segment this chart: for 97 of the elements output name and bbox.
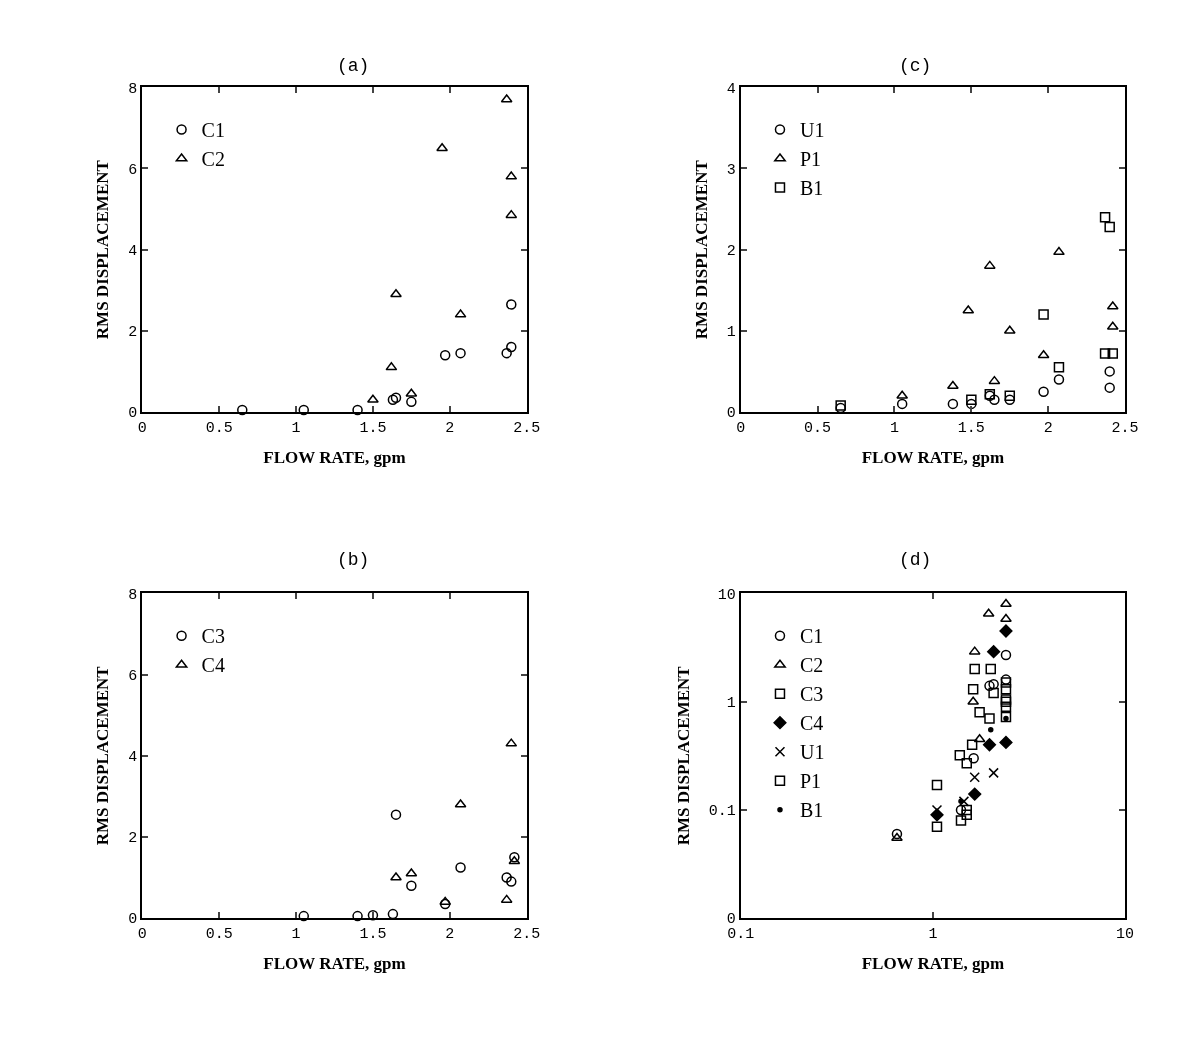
x-axis-title: FLOW RATE, gpm — [263, 954, 406, 974]
legend-label: C3 — [799, 683, 824, 706]
legend-label: C1 — [201, 119, 225, 142]
point — [455, 347, 466, 359]
point — [390, 872, 402, 881]
legend-label: B1 — [799, 177, 824, 200]
point — [988, 375, 1001, 385]
x-tick-label: 0.5 — [205, 926, 233, 944]
x-axis-title: FLOW RATE, gpm — [263, 447, 406, 467]
y-tick-label: 2 — [128, 324, 138, 342]
x-tick-label: 2.5 — [1111, 420, 1139, 437]
point — [1099, 211, 1111, 223]
point — [1107, 348, 1119, 359]
y-tick-label: 4 — [128, 749, 138, 767]
point — [1104, 382, 1115, 393]
y-tick-label: 8 — [128, 80, 138, 98]
legend-label: C2 — [799, 654, 824, 677]
point — [1038, 309, 1049, 320]
x-tick-label: 2.5 — [513, 926, 541, 944]
y-tick-label: 4 — [128, 242, 138, 260]
y-tick-label: 0 — [128, 911, 138, 929]
point — [439, 349, 451, 361]
chart-title: (d) — [899, 550, 932, 570]
x-tick-label: 10 — [1116, 926, 1135, 944]
legend-label: C3 — [201, 625, 225, 648]
x-tick-label: 2 — [445, 420, 455, 437]
point — [1004, 390, 1016, 402]
point — [1053, 362, 1065, 373]
y-axis-title: RMS DISPLACEMENT — [673, 665, 693, 846]
y-tick-label: 0 — [726, 405, 736, 423]
y-tick-label: 1 — [726, 694, 736, 712]
point — [506, 299, 517, 310]
legend-label: C4 — [799, 712, 824, 735]
x-tick-label: 1.5 — [359, 420, 387, 437]
y-axis-title: RMS DISPLACEMENT — [93, 159, 113, 340]
point — [501, 872, 512, 883]
x-tick-label: 0.5 — [205, 420, 233, 437]
y-axis-title: RMS DISPLACEMENT — [691, 159, 711, 340]
point — [896, 398, 908, 410]
y-tick-label: 2 — [726, 242, 736, 260]
legend-label: B1 — [799, 799, 824, 822]
point — [506, 876, 517, 887]
legend-label: P1 — [799, 770, 822, 793]
x-tick-label: 2 — [1043, 420, 1053, 437]
y-tick-label: 2 — [128, 830, 138, 848]
point — [506, 341, 517, 353]
y-tick-label: 6 — [128, 667, 138, 685]
y-tick-label: 6 — [128, 161, 138, 179]
x-tick-label: 1 — [928, 926, 938, 944]
point — [406, 880, 417, 891]
y-tick-label: 8 — [128, 586, 138, 604]
point — [946, 380, 959, 390]
point — [509, 852, 520, 863]
point — [1038, 386, 1049, 397]
point — [1104, 366, 1115, 377]
legend-label: U1 — [799, 119, 825, 142]
point — [989, 394, 1000, 406]
point — [1053, 246, 1065, 256]
x-tick-label: 1 — [291, 926, 301, 944]
y-tick-label: 0 — [726, 911, 736, 929]
point — [501, 347, 512, 359]
y-tick-label: 0.1 — [708, 803, 736, 821]
point — [947, 398, 959, 410]
y-tick-label: 1 — [726, 324, 736, 342]
y-tick-label: 10 — [717, 586, 736, 604]
point — [966, 394, 977, 406]
legend-label: C4 — [201, 654, 225, 677]
point — [390, 289, 402, 298]
point — [1037, 349, 1050, 359]
x-tick-label: 1 — [889, 420, 899, 437]
point — [505, 209, 518, 219]
y-axis-title: RMS DISPLACEMENT — [93, 665, 113, 846]
point — [1053, 374, 1065, 385]
x-tick-label: 2.5 — [513, 420, 541, 437]
chart-title: (a) — [337, 56, 370, 76]
x-tick-label: 1.5 — [359, 926, 387, 944]
legend-label: C1 — [799, 625, 824, 648]
point — [1099, 348, 1111, 359]
legend-label: U1 — [799, 741, 825, 764]
chart-title: (b) — [337, 550, 370, 570]
point — [436, 142, 449, 152]
chart-title: (c) — [899, 56, 932, 76]
y-tick-label: 4 — [726, 80, 736, 98]
point — [1104, 221, 1115, 233]
x-axis-title: FLOW RATE, gpm — [861, 954, 1005, 974]
legend-label: C2 — [201, 148, 225, 171]
x-tick-label: 1 — [291, 420, 301, 437]
legend-label: P1 — [799, 148, 822, 171]
x-tick-label: 2 — [445, 926, 455, 944]
point — [455, 862, 466, 873]
y-tick-label: 0 — [128, 405, 138, 423]
x-tick-label: 1.5 — [957, 420, 985, 437]
point — [406, 396, 417, 408]
y-tick-label: 3 — [726, 161, 736, 179]
point — [390, 809, 402, 820]
x-tick-label: 0.5 — [804, 420, 832, 437]
x-axis-title: FLOW RATE, gpm — [861, 447, 1005, 467]
